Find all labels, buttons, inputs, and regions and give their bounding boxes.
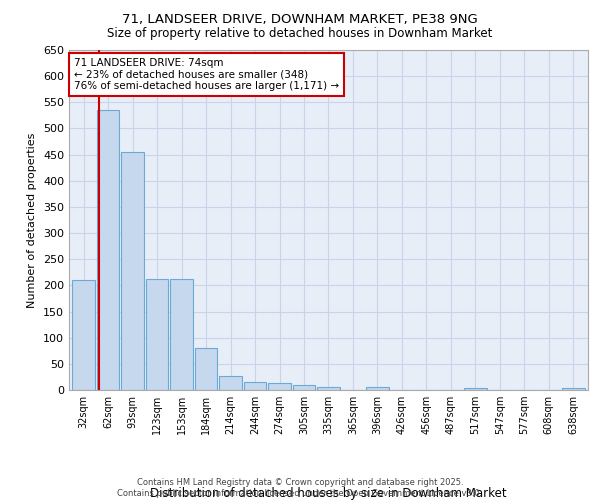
Bar bbox=[121, 152, 144, 390]
Text: 71, LANDSEER DRIVE, DOWNHAM MARKET, PE38 9NG: 71, LANDSEER DRIVE, DOWNHAM MARKET, PE38… bbox=[122, 12, 478, 26]
Bar bbox=[170, 278, 193, 390]
Bar bbox=[366, 388, 389, 390]
Text: Contains HM Land Registry data © Crown copyright and database right 2025.
Contai: Contains HM Land Registry data © Crown c… bbox=[118, 478, 482, 498]
Bar bbox=[73, 280, 95, 390]
Bar bbox=[97, 110, 119, 390]
Bar bbox=[562, 388, 584, 390]
Bar bbox=[146, 278, 169, 390]
Bar bbox=[293, 385, 315, 390]
Bar bbox=[244, 382, 266, 390]
X-axis label: Distribution of detached houses by size in Downham Market: Distribution of detached houses by size … bbox=[150, 487, 507, 500]
Text: Size of property relative to detached houses in Downham Market: Size of property relative to detached ho… bbox=[107, 28, 493, 40]
Text: 71 LANDSEER DRIVE: 74sqm
← 23% of detached houses are smaller (348)
76% of semi-: 71 LANDSEER DRIVE: 74sqm ← 23% of detach… bbox=[74, 58, 339, 91]
Bar bbox=[220, 376, 242, 390]
Y-axis label: Number of detached properties: Number of detached properties bbox=[28, 132, 37, 308]
Bar bbox=[317, 388, 340, 390]
Bar bbox=[268, 383, 291, 390]
Bar bbox=[195, 348, 217, 390]
Bar bbox=[464, 388, 487, 390]
